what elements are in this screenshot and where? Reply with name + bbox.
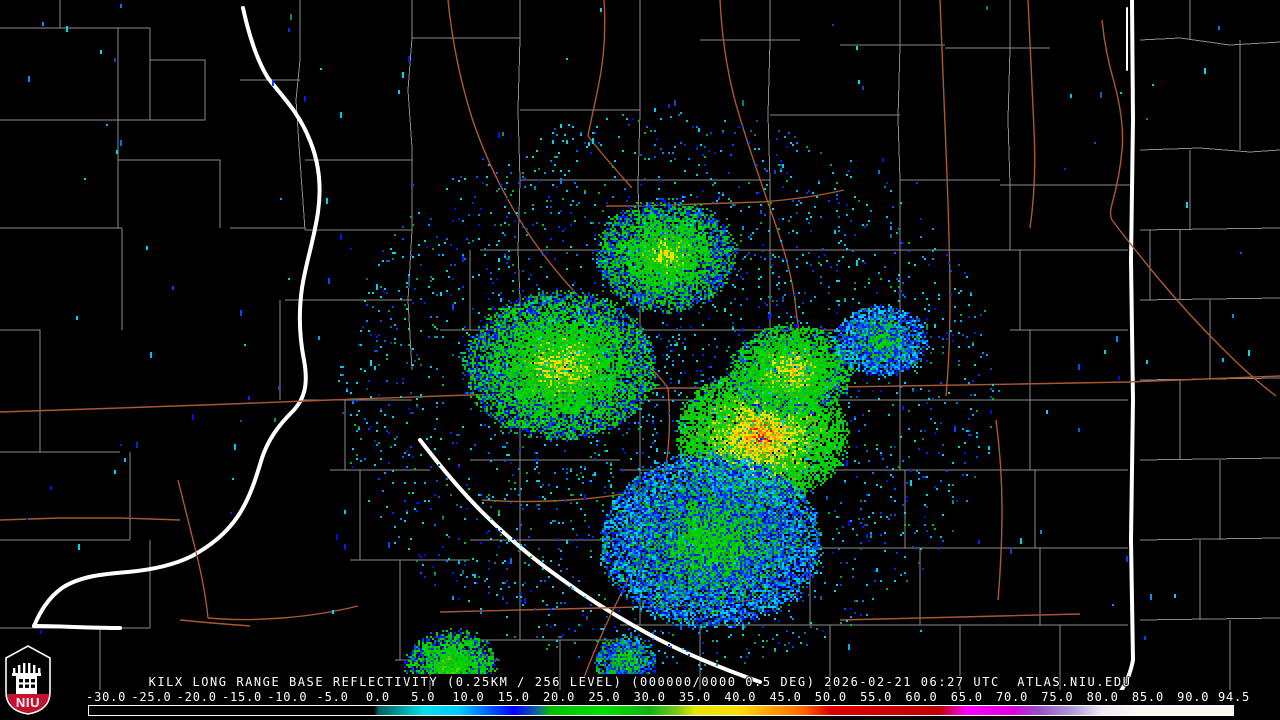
colorbar-tick-label: 0.0 <box>365 690 390 704</box>
colorbar-tick-labels: -30.0 -25.0 -20.0 -15.0 -10.0 -5.0 0.0 5.0 10.0 1… <box>0 690 1280 704</box>
product-title-line: KILX LONG RANGE BASE REFLECTIVITY (0.25K… <box>148 675 1132 689</box>
reflectivity-colorbar: -30.0 -25.0 -20.0 -15.0 -10.0 -5.0 0.0 5.0 10.0 1… <box>0 690 1280 720</box>
colorbar-tick-label: 25.0 <box>588 690 621 704</box>
niu-shield-logo: NIU <box>4 644 52 716</box>
colorbar-tick-label: 75.0 <box>1041 690 1074 704</box>
colorbar-tick-label: -30.0 <box>86 690 127 704</box>
niu-wordmark: NIU <box>16 695 40 710</box>
colorbar-tick-label: 65.0 <box>950 690 983 704</box>
colorbar-tick-label: 90.0 <box>1177 690 1210 704</box>
colorbar-tick-label: 45.0 <box>769 690 802 704</box>
colorbar-tick-label: 55.0 <box>860 690 893 704</box>
colorbar-tick-label: 94.5 <box>1217 690 1251 704</box>
tower-windows <box>19 679 35 688</box>
colorbar-tick-label: 85.0 <box>1131 690 1164 704</box>
colorbar-tick-label: 50.0 <box>814 690 847 704</box>
colorbar-tick-label: 80.0 <box>1086 690 1119 704</box>
colorbar-tick-label: 70.0 <box>995 690 1029 704</box>
colorbar-tick-label: 60.0 <box>905 690 938 704</box>
colorbar-tick-label: 35.0 <box>678 690 712 704</box>
colorbar-tick-label: 15.0 <box>497 690 530 704</box>
niu-red-band <box>7 693 49 713</box>
colorbar-tick-label: 5.0 <box>411 690 436 704</box>
colorbar-tick-label: 20.0 <box>543 690 576 704</box>
colorbar-gradient <box>89 706 1233 715</box>
colorbar-tick-label: -20.0 <box>176 690 217 704</box>
colorbar-tick-label: -10.0 <box>267 690 308 704</box>
colorbar-tick-label: -15.0 <box>221 690 263 704</box>
colorbar-tick-label: -25.0 <box>131 690 172 704</box>
colorbar-tick-label: 30.0 <box>633 690 666 704</box>
colorbar-tick-label: 10.0 <box>452 690 485 704</box>
colorbar-tick-label: 40.0 <box>724 690 757 704</box>
colorbar-tick-label: -5.0 <box>316 690 349 704</box>
colorbar-strip-border <box>88 705 1234 716</box>
